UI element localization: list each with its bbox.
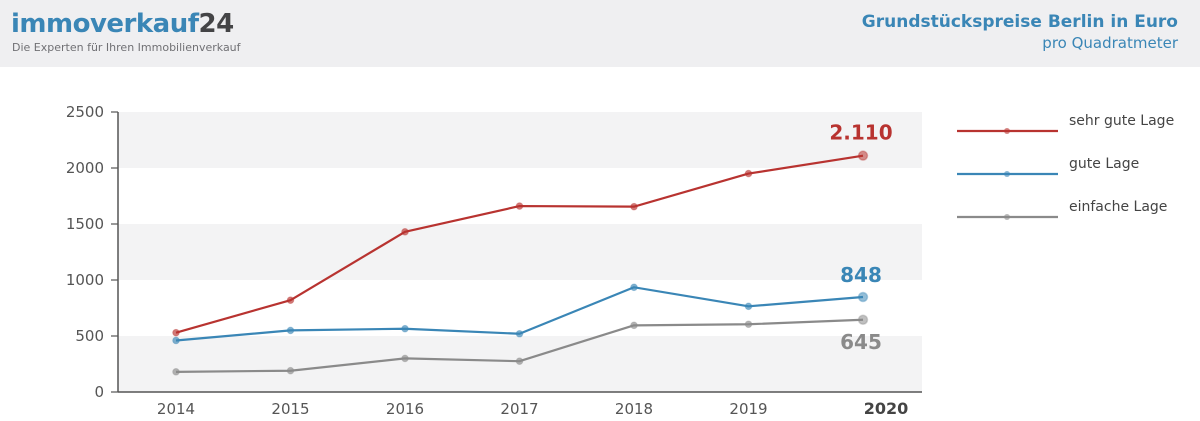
data-point	[630, 283, 638, 292]
data-point	[744, 169, 753, 178]
data-point	[172, 336, 180, 345]
chart-title-block: Grundstückspreise Berlin in Euro pro Qua…	[862, 12, 1178, 52]
legend-label: gute Lage	[1069, 156, 1139, 172]
y-tick-label: 500	[75, 327, 104, 345]
logo[interactable]: immoverkauf24	[11, 9, 234, 39]
chart-subtitle: pro Quadratmeter	[1042, 34, 1178, 52]
data-point	[857, 314, 869, 326]
data-point	[401, 228, 409, 236]
grid-bands	[118, 112, 922, 392]
y-tick-label: 2500	[66, 103, 104, 121]
x-tick-label: 2020	[864, 399, 909, 418]
y-tick-label: 2000	[66, 159, 104, 177]
legend-marker	[1004, 214, 1010, 220]
data-point	[857, 291, 869, 303]
data-point	[744, 302, 753, 311]
x-tick-label: 2014	[157, 400, 195, 418]
x-tick-label: 2019	[729, 400, 767, 418]
data-point	[744, 320, 753, 329]
axes	[111, 111, 922, 393]
data-point	[515, 357, 524, 366]
y-tick-label: 1500	[66, 215, 104, 233]
end-labels: 2.110 848 645	[829, 121, 892, 354]
legend: sehr gute Lage gute Lage einfache Lage	[957, 113, 1174, 220]
data-point	[515, 202, 524, 210]
data-point	[286, 366, 295, 375]
tagline: Die Experten für Ihren Immobilienverkauf	[12, 41, 241, 54]
data-point	[286, 296, 295, 304]
end-value-label: 645	[840, 330, 882, 354]
end-value-label: 2.110	[829, 121, 892, 145]
data-point	[172, 328, 180, 337]
data-point	[630, 321, 638, 330]
data-point	[630, 202, 638, 211]
x-tick-label: 2016	[386, 400, 424, 418]
data-point	[172, 368, 180, 376]
legend-marker	[1004, 128, 1010, 134]
x-tick-label: 2018	[615, 400, 653, 418]
data-point	[401, 324, 409, 333]
end-value-label: 848	[840, 263, 882, 287]
y-tick-label: 0	[94, 383, 104, 401]
chart-title: Grundstückspreise Berlin in Euro	[861, 12, 1178, 32]
legend-label: einfache Lage	[1069, 199, 1167, 215]
data-point	[857, 150, 869, 161]
tick-labels: 0 500 1000 1500 2000 2500 2014 2015 2016 2017 2018…	[66, 103, 908, 418]
header-bar: immoverkauf24 Die Experten für Ihren Imm…	[0, 0, 1200, 67]
data-point	[515, 329, 524, 338]
data-point	[286, 326, 295, 335]
x-tick-label: 2017	[500, 400, 538, 418]
series-points	[172, 150, 869, 376]
data-point	[401, 354, 409, 363]
x-tick-label: 2015	[271, 400, 309, 418]
legend-marker	[1004, 171, 1010, 177]
grid-band	[118, 112, 922, 168]
logo-text: immoverkauf	[11, 9, 199, 39]
legend-label: sehr gute Lage	[1069, 113, 1174, 129]
grid-band	[118, 224, 922, 280]
logo-number: 24	[198, 9, 235, 39]
line-chart: 0 500 1000 1500 2000 2500 2014 2015 2016 2017 2018…	[66, 103, 1174, 418]
y-tick-label: 1000	[66, 271, 104, 289]
